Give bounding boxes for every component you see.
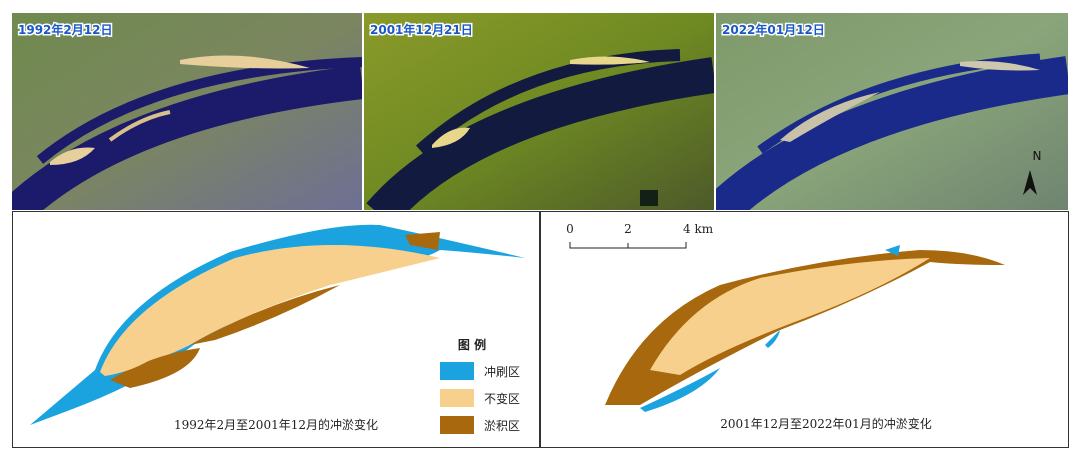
scale-label: 0 — [566, 222, 574, 236]
river — [415, 49, 681, 155]
sandbar — [960, 61, 1040, 71]
satellite-image: N — [716, 13, 1068, 210]
caption: 1992年2月至2001年12月的冲淤变化 — [174, 417, 378, 432]
satellite-image — [12, 13, 362, 210]
change-map — [605, 245, 1005, 412]
stable-zone — [100, 360, 150, 376]
deposition-zone — [405, 232, 440, 250]
legend-label: 淤积区 — [484, 419, 520, 433]
erosion-zone — [765, 330, 780, 348]
stable-zone — [650, 258, 930, 375]
north-label: N — [1033, 149, 1042, 163]
sandbar — [50, 147, 95, 165]
date-label: 2022年01月12日 — [722, 22, 825, 37]
river — [716, 56, 1068, 210]
deposition-zone — [605, 250, 1005, 405]
legend-swatch — [440, 362, 474, 380]
river — [366, 57, 714, 210]
scale-line — [569, 242, 687, 249]
scale-label: 4 km — [683, 222, 714, 236]
deposition-zone — [190, 285, 340, 345]
sandbar — [432, 127, 470, 148]
date-label: 1992年2月12日 — [18, 22, 112, 37]
deposition-zone — [110, 348, 200, 388]
erosion-zone — [885, 245, 900, 256]
legend-label: 冲刷区 — [484, 364, 520, 379]
scale-label: 2 — [624, 222, 632, 236]
date-label: 2001年12月21日 — [370, 22, 473, 37]
river — [36, 57, 362, 164]
river — [12, 65, 362, 210]
scale-bar — [569, 242, 687, 249]
legend-swatch — [440, 416, 474, 434]
legend-title: 图 例 — [458, 337, 486, 352]
sandbar — [180, 55, 310, 69]
sandbar — [780, 92, 880, 142]
legend-label: 不变区 — [484, 391, 520, 406]
legend-swatch — [440, 389, 474, 407]
panel-frame — [540, 211, 1069, 448]
stable-zone — [100, 245, 440, 372]
sandbar — [570, 56, 650, 65]
caption: 2001年12月至2022年01月的冲淤变化 — [720, 416, 932, 431]
erosion-zone — [640, 368, 720, 412]
sandbar — [108, 110, 171, 142]
north-arrow — [1023, 170, 1037, 195]
panel-frame — [12, 211, 540, 448]
pond — [640, 190, 658, 206]
change-map — [30, 224, 525, 425]
satellite-image — [364, 13, 714, 210]
